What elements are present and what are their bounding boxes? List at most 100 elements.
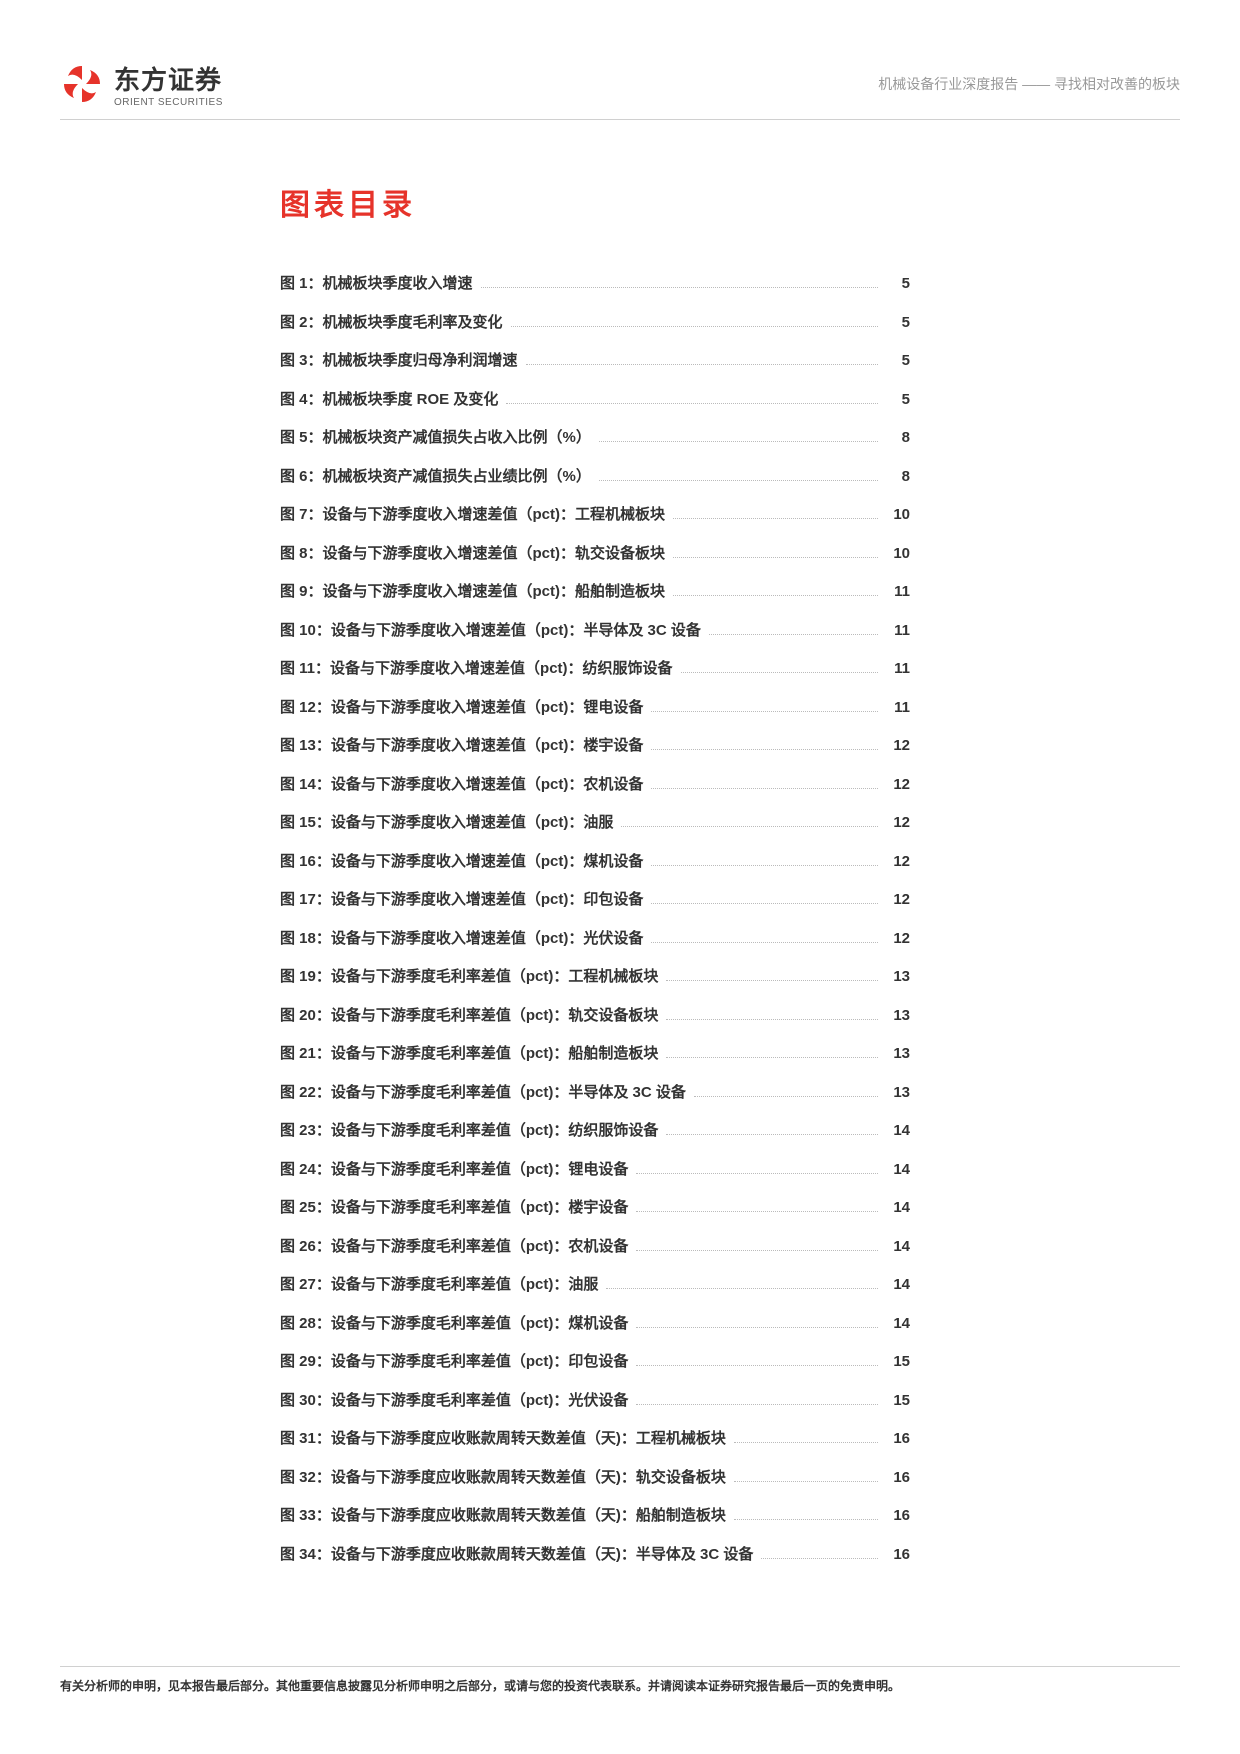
toc-item-page: 15 [886,1392,910,1409]
toc-item-label: 图 15：设备与下游季度收入增速差值（pct)：油服 [280,811,613,832]
toc-dots [666,980,878,981]
toc-item-page: 8 [886,429,910,446]
toc-item-label: 图 28：设备与下游季度毛利率差值（pct)：煤机设备 [280,1312,628,1333]
toc-dots [651,711,878,712]
toc-item: 图 3：机械板块季度归母净利润增速5 [280,349,910,370]
toc-item-label: 图 30：设备与下游季度毛利率差值（pct)：光伏设备 [280,1389,628,1410]
toc-item-page: 12 [886,814,910,831]
toc-item: 图 26：设备与下游季度毛利率差值（pct)：农机设备 14 [280,1235,910,1256]
toc-item: 图 11：设备与下游季度收入增速差值（pct)：纺织服饰设备 11 [280,657,910,678]
toc-list: 图 1：机械板块季度收入增速5图 2：机械板块季度毛利率及变化5图 3：机械板块… [280,272,910,1564]
section-title: 图表目录 [280,180,910,224]
toc-item-label: 图 21：设备与下游季度毛利率差值（pct)：船舶制造板块 [280,1042,658,1063]
toc-item: 图 23：设备与下游季度毛利率差值（pct)：纺织服饰设备 14 [280,1119,910,1140]
toc-item-page: 5 [886,391,910,408]
toc-item: 图 15：设备与下游季度收入增速差值（pct)：油服 12 [280,811,910,832]
toc-item-label: 图 7：设备与下游季度收入增速差值（pct)：工程机械板块 [280,503,665,524]
company-logo-icon [60,62,104,106]
toc-dots [666,1134,878,1135]
toc-dots [681,672,878,673]
toc-dots [636,1327,878,1328]
toc-item: 图 30：设备与下游季度毛利率差值（pct)：光伏设备 15 [280,1389,910,1410]
toc-item-label: 图 9：设备与下游季度收入增速差值（pct)：船舶制造板块 [280,580,665,601]
toc-item: 图 24：设备与下游季度毛利率差值（pct)：锂电设备14 [280,1158,910,1179]
toc-item-page: 13 [886,1007,910,1024]
toc-item: 图 27：设备与下游季度毛利率差值（pct)：油服14 [280,1273,910,1294]
toc-item-label: 图 4：机械板块季度 ROE 及变化 [280,388,498,409]
toc-dots [651,865,878,866]
toc-item-label: 图 26：设备与下游季度毛利率差值（pct)：农机设备 [280,1235,628,1256]
toc-dots [511,326,878,327]
toc-dots [651,788,878,789]
toc-item-label: 图 14：设备与下游季度收入增速差值（pct)：农机设备 [280,773,643,794]
toc-item-page: 16 [886,1430,910,1447]
toc-item: 图 13：设备与下游季度收入增速差值（pct)：楼宇设备12 [280,734,910,755]
toc-dots [709,634,878,635]
company-name-cn: 东方证券 [114,60,223,97]
toc-item-label: 图 29：设备与下游季度毛利率差值（pct)：印包设备 [280,1350,628,1371]
toc-item-page: 16 [886,1546,910,1563]
toc-item-page: 12 [886,930,910,947]
toc-dots [673,557,878,558]
toc-item-label: 图 11：设备与下游季度收入增速差值（pct)：纺织服饰设备 [280,657,673,678]
header-subtitle: 机械设备行业深度报告 —— 寻找相对改善的板块 [878,74,1180,94]
toc-item-page: 12 [886,853,910,870]
toc-item-label: 图 10：设备与下游季度收入增速差值（pct)：半导体及 3C 设备 [280,619,701,640]
toc-item-page: 11 [886,660,910,677]
toc-item: 图 8：设备与下游季度收入增速差值（pct)：轨交设备板块10 [280,542,910,563]
toc-item: 图 7：设备与下游季度收入增速差值（pct)：工程机械板块10 [280,503,910,524]
toc-item-page: 14 [886,1199,910,1216]
toc-item-label: 图 16：设备与下游季度收入增速差值（pct)：煤机设备 [280,850,643,871]
toc-item-page: 13 [886,1084,910,1101]
toc-item: 图 14：设备与下游季度收入增速差值（pct)：农机设备 12 [280,773,910,794]
toc-dots [666,1057,878,1058]
toc-item-label: 图 6：机械板块资产减值损失占业绩比例（%） [280,465,591,486]
toc-item-page: 14 [886,1122,910,1139]
toc-item-label: 图 12：设备与下游季度收入增速差值（pct)：锂电设备 [280,696,643,717]
toc-dots [481,287,878,288]
toc-dots [673,518,878,519]
toc-item-label: 图 5：机械板块资产减值损失占收入比例（%） [280,426,591,447]
page-footer: 有关分析师的申明，见本报告最后部分。其他重要信息披露见分析师申明之后部分，或请与… [60,1666,1180,1694]
toc-item-label: 图 23：设备与下游季度毛利率差值（pct)：纺织服饰设备 [280,1119,658,1140]
page-header: 东方证券 ORIENT SECURITIES 机械设备行业深度报告 —— 寻找相… [60,60,1180,120]
toc-dots [636,1250,878,1251]
toc-item-page: 13 [886,1045,910,1062]
toc-item: 图 31：设备与下游季度应收账款周转天数差值（天)：工程机械板块 16 [280,1427,910,1448]
toc-dots [666,1019,878,1020]
toc-item-label: 图 33：设备与下游季度应收账款周转天数差值（天)：船舶制造板块 [280,1504,726,1525]
toc-dots [761,1558,878,1559]
company-name-en: ORIENT SECURITIES [114,97,223,108]
toc-item-page: 13 [886,968,910,985]
toc-item: 图 16：设备与下游季度收入增速差值（pct)：煤机设备 12 [280,850,910,871]
toc-item-label: 图 2：机械板块季度毛利率及变化 [280,311,503,332]
toc-item-label: 图 13：设备与下游季度收入增速差值（pct)：楼宇设备 [280,734,643,755]
toc-item-page: 15 [886,1353,910,1370]
toc-dots [651,942,878,943]
toc-item-page: 5 [886,352,910,369]
toc-item-label: 图 18：设备与下游季度收入增速差值（pct)：光伏设备 [280,927,643,948]
toc-dots [636,1173,878,1174]
toc-dots [636,1211,878,1212]
toc-item: 图 21：设备与下游季度毛利率差值（pct)：船舶制造板块 13 [280,1042,910,1063]
toc-dots [636,1404,878,1405]
toc-item-label: 图 31：设备与下游季度应收账款周转天数差值（天)：工程机械板块 [280,1427,726,1448]
toc-item-page: 14 [886,1161,910,1178]
toc-item-page: 8 [886,468,910,485]
toc-dots [651,903,878,904]
toc-dots [734,1442,878,1443]
toc-item-label: 图 22：设备与下游季度毛利率差值（pct)：半导体及 3C 设备 [280,1081,686,1102]
toc-item: 图 6：机械板块资产减值损失占业绩比例（%） 8 [280,465,910,486]
toc-item: 图 32：设备与下游季度应收账款周转天数差值（天)：轨交设备板块16 [280,1466,910,1487]
toc-item-page: 14 [886,1238,910,1255]
toc-dots [636,1365,878,1366]
toc-item-page: 14 [886,1276,910,1293]
toc-item: 图 34：设备与下游季度应收账款周转天数差值（天)：半导体及 3C 设备16 [280,1543,910,1564]
toc-item-page: 11 [886,699,910,716]
toc-item-page: 12 [886,776,910,793]
toc-item: 图 28：设备与下游季度毛利率差值（pct)：煤机设备14 [280,1312,910,1333]
toc-dots [621,826,878,827]
content-area: 图表目录 图 1：机械板块季度收入增速5图 2：机械板块季度毛利率及变化5图 3… [280,180,910,1581]
toc-item: 图 20：设备与下游季度毛利率差值（pct)：轨交设备板块13 [280,1004,910,1025]
toc-item-page: 11 [886,583,910,600]
